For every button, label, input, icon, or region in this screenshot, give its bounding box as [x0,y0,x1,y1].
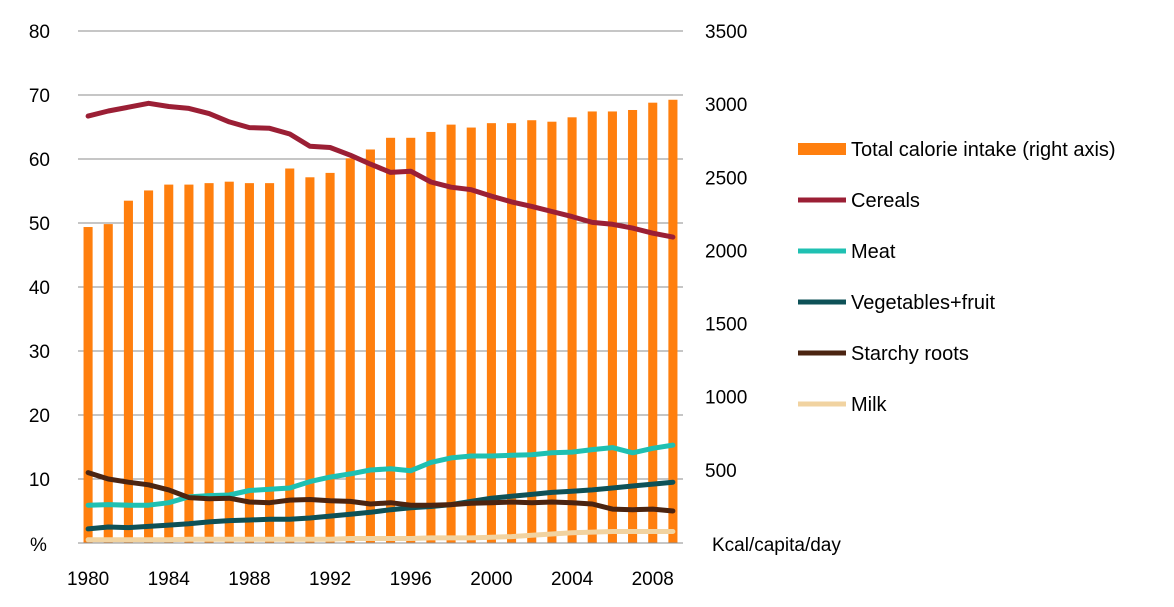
series-line [85,479,676,532]
legend-item-meat: Meat [798,241,896,263]
bar [446,124,456,543]
right-axis-tick-label: 2500 [705,168,747,189]
bar-series-total-calorie-intake [83,99,678,544]
right-axis-tick-label: 1000 [705,388,747,409]
x-axis-tick-label: 1996 [390,569,432,590]
x-axis-tick-label: 2004 [551,569,594,590]
bar [123,200,133,544]
gridlines [78,30,683,480]
left-axis-tick-label: 80 [29,22,50,43]
bar [406,137,416,543]
bar [567,117,577,544]
bar [184,184,194,543]
axes: % Kcal/capita/day 80 70 60 50 40 30 20 10 3500 30… [29,22,841,590]
series-line [85,470,676,514]
left-axis-label: % [30,535,47,556]
bar [628,109,638,543]
series-line [85,100,676,240]
legend-item-vegetables-fruit: Vegetables+fruit [798,292,995,314]
line-series-starchy-roots [85,470,676,514]
bar [527,120,537,543]
right-axis-tick-label: 500 [705,461,737,482]
legend-label: Cereals [851,190,920,212]
legend-label: Total calorie intake (right axis) [851,139,1116,161]
bar [164,184,174,543]
bar [345,158,355,544]
legend-item-starchy-roots: Starchy roots [798,343,969,365]
bar [224,181,234,543]
bar [668,99,678,544]
legend-label: Vegetables+fruit [851,292,995,314]
right-axis-label: Kcal/capita/day [712,535,841,556]
right-axis-tick-label: 2000 [705,241,747,262]
bar [265,183,275,543]
bar [285,168,295,543]
line-series-milk [85,529,676,543]
bar [648,102,658,544]
line-series-meat [85,442,676,508]
legend-label: Meat [851,241,896,263]
bar [587,111,597,543]
bar [386,137,396,543]
left-axis-tick-label: 10 [29,470,50,491]
series-line [85,529,676,543]
x-axis-tick-label: 1992 [309,569,351,590]
line-series-cereals [85,100,676,240]
left-axis-tick-label: 60 [29,150,50,171]
left-axis-tick-label: 70 [29,86,50,107]
right-axis-tick-label: 1500 [705,315,747,336]
bar [103,224,113,543]
bar [507,123,517,543]
bar [426,131,436,544]
legend-item-total-calorie-intake-right-axis: Total calorie intake (right axis) [798,139,1116,161]
x-axis-tick-label: 1984 [148,569,191,590]
bar [204,183,214,543]
bar [305,177,315,544]
legend-label: Starchy roots [851,343,969,365]
bar [83,227,93,543]
x-axis-tick-label: 2000 [470,569,512,590]
left-axis-tick-label: 30 [29,342,50,363]
left-axis-tick-label: 40 [29,278,50,299]
line-series-group [85,100,676,543]
legend: Total calorie intake (right axis) Cereals… [798,139,1116,416]
legend-label: Milk [851,394,888,416]
bar [365,149,375,543]
legend-swatch [798,143,846,155]
bar [486,123,496,543]
bar [466,127,476,543]
bar [144,190,154,544]
bar [244,183,254,543]
bar [325,172,335,543]
series-line [85,442,676,508]
bar [547,121,557,543]
x-axis-tick-label: 2008 [632,569,674,590]
right-axis-tick-label: 3000 [705,95,747,116]
right-axis-tick-label: 3500 [705,22,747,43]
left-axis-tick-label: 50 [29,214,50,235]
bar [607,111,617,543]
line-series-vegetables-fruit [85,479,676,532]
legend-item-milk: Milk [798,394,888,416]
left-axis-tick-label: 20 [29,406,50,427]
x-axis-tick-label: 1988 [228,569,270,590]
legend-item-cereals: Cereals [798,190,920,212]
x-axis-tick-label: 1980 [67,569,109,590]
